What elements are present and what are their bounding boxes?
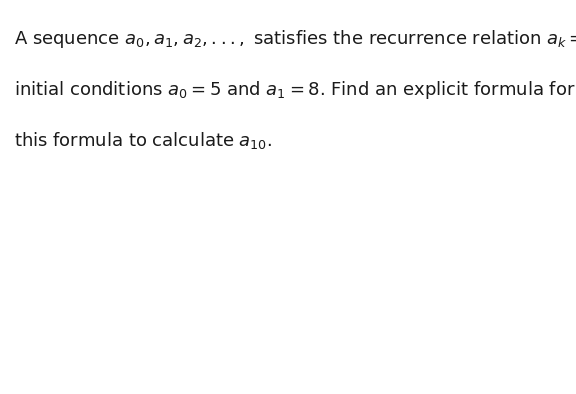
Text: initial conditions $a_0 = 5$ and $a_1 = 8$. Find an explicit formula for the seq: initial conditions $a_0 = 5$ and $a_1 = … <box>14 79 576 101</box>
Text: this formula to calculate $a_{10}$.: this formula to calculate $a_{10}$. <box>14 130 272 151</box>
Text: A sequence $a_0, a_1, a_2,...,$ satisfies the recurrence relation $a_k = 3a_{k-1: A sequence $a_0, a_1, a_2,...,$ satisfie… <box>14 28 576 50</box>
